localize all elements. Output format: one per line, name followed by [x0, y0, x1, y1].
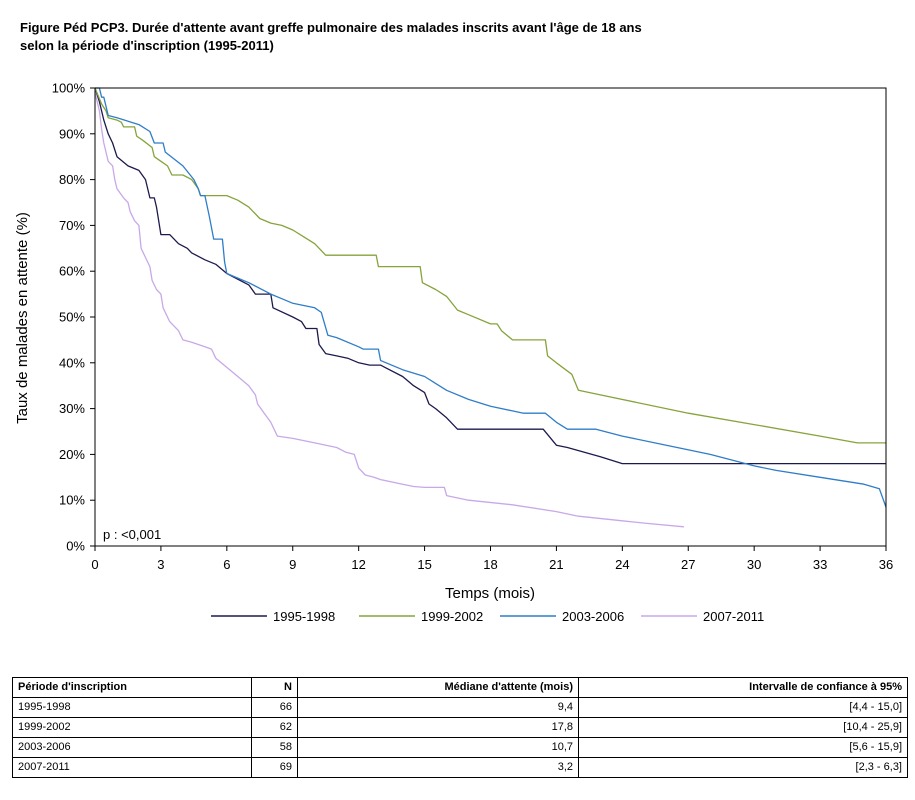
y-tick-label: 40% [59, 355, 85, 370]
table-row: 1999-2002 62 17,8 [10,4 - 25,9] [12, 717, 908, 738]
y-tick-label: 70% [59, 218, 85, 233]
x-tick-label: 6 [223, 557, 230, 572]
x-tick-label: 33 [813, 557, 827, 572]
cell-median: 3,2 [297, 757, 579, 778]
cell-period: 1999-2002 [12, 717, 252, 738]
x-tick-label: 9 [289, 557, 296, 572]
y-tick-label: 20% [59, 447, 85, 462]
header-n: N [251, 677, 298, 698]
table-row: 2003-2006 58 10,7 [5,6 - 15,9] [12, 737, 908, 758]
y-tick-label: 0% [66, 539, 85, 554]
plot-frame [94, 87, 887, 547]
x-tick-label: 24 [615, 557, 629, 572]
cell-median: 9,4 [297, 697, 579, 718]
y-tick-label: 10% [59, 493, 85, 508]
legend: 1995-1998 1999-2002 2003-2006 2007-2011 [211, 609, 764, 624]
x-axis: 0 3 6 9 12 15 18 21 24 27 30 33 36 [91, 546, 893, 572]
table-header-row: Période d'inscription N Médiane d'attent… [12, 677, 908, 698]
median-wait-table: Période d'inscription N Médiane d'attent… [12, 677, 908, 778]
cell-ci: [10,4 - 25,9] [578, 717, 908, 738]
survival-chart: 0%10%20%30%40%50%60%70%80%90%100% 0 3 6 9 12… [14, 81, 893, 625]
cell-median: 17,8 [297, 717, 579, 738]
cell-period: 2003-2006 [12, 737, 252, 758]
cell-n: 66 [251, 697, 298, 718]
table-row: 1995-1998 66 9,4 [4,4 - 15,0] [12, 697, 908, 718]
cell-ci: [5,6 - 15,9] [578, 737, 908, 758]
y-tick-label: 50% [59, 310, 85, 325]
x-tick-label: 0 [91, 557, 98, 572]
cell-median: 10,7 [297, 737, 579, 758]
cell-n: 58 [251, 737, 298, 758]
y-tick-label: 30% [59, 401, 85, 416]
figure-title-line-1: Figure Péd PCP3. Durée d'attente avant g… [20, 20, 642, 35]
figure-title-line-2: selon la période d'inscription (1995-201… [20, 38, 274, 53]
x-tick-label: 3 [157, 557, 164, 572]
series-line-1999-2002 [94, 87, 886, 444]
series-layer [94, 87, 887, 528]
cell-period: 2007-2011 [12, 757, 252, 778]
legend-label: 1995-1998 [273, 609, 335, 624]
x-tick-label: 18 [483, 557, 497, 572]
legend-label: 1999-2002 [421, 609, 483, 624]
x-tick-label: 27 [681, 557, 695, 572]
legend-label: 2007-2011 [703, 609, 764, 624]
header-median: Médiane d'attente (mois) [297, 677, 579, 698]
cell-ci: [4,4 - 15,0] [578, 697, 908, 718]
cell-period: 1995-1998 [12, 697, 252, 718]
cell-n: 69 [251, 757, 298, 778]
y-tick-label: 90% [59, 126, 85, 141]
x-tick-label: 15 [417, 557, 431, 572]
y-axis: 0% 10% 20% 30% 40% 50% 60% 70% 80% 90% 100% [52, 81, 95, 554]
legend-label: 2003-2006 [562, 609, 624, 624]
series-line-2007-2011 [94, 92, 684, 528]
header-ci: Intervalle de confiance à 95% [578, 677, 908, 698]
figure-title: Figure Péd PCP3. Durée d'attente avant g… [20, 19, 740, 55]
x-tick-label: 21 [549, 557, 563, 572]
y-tick-label: 60% [59, 264, 85, 279]
x-axis-label: Temps (mois) [445, 585, 535, 602]
y-tick-label: 100% [52, 81, 86, 96]
x-tick-label: 12 [351, 557, 365, 572]
series-line-2003-2006 [95, 87, 887, 508]
cell-n: 62 [251, 717, 298, 738]
y-axis-label: Taux de malades en attente (%) [14, 212, 31, 424]
series-line-1995-1998 [94, 87, 886, 465]
x-tick-label: 30 [747, 557, 761, 572]
p-value-annotation: p : <0,001 [103, 527, 161, 542]
y-tick-label: 80% [59, 172, 85, 187]
table-row: 2007-2011 69 3,2 [2,3 - 6,3] [12, 757, 908, 778]
header-period: Période d'inscription [12, 677, 252, 698]
x-tick-label: 36 [879, 557, 893, 572]
cell-ci: [2,3 - 6,3] [578, 757, 908, 778]
